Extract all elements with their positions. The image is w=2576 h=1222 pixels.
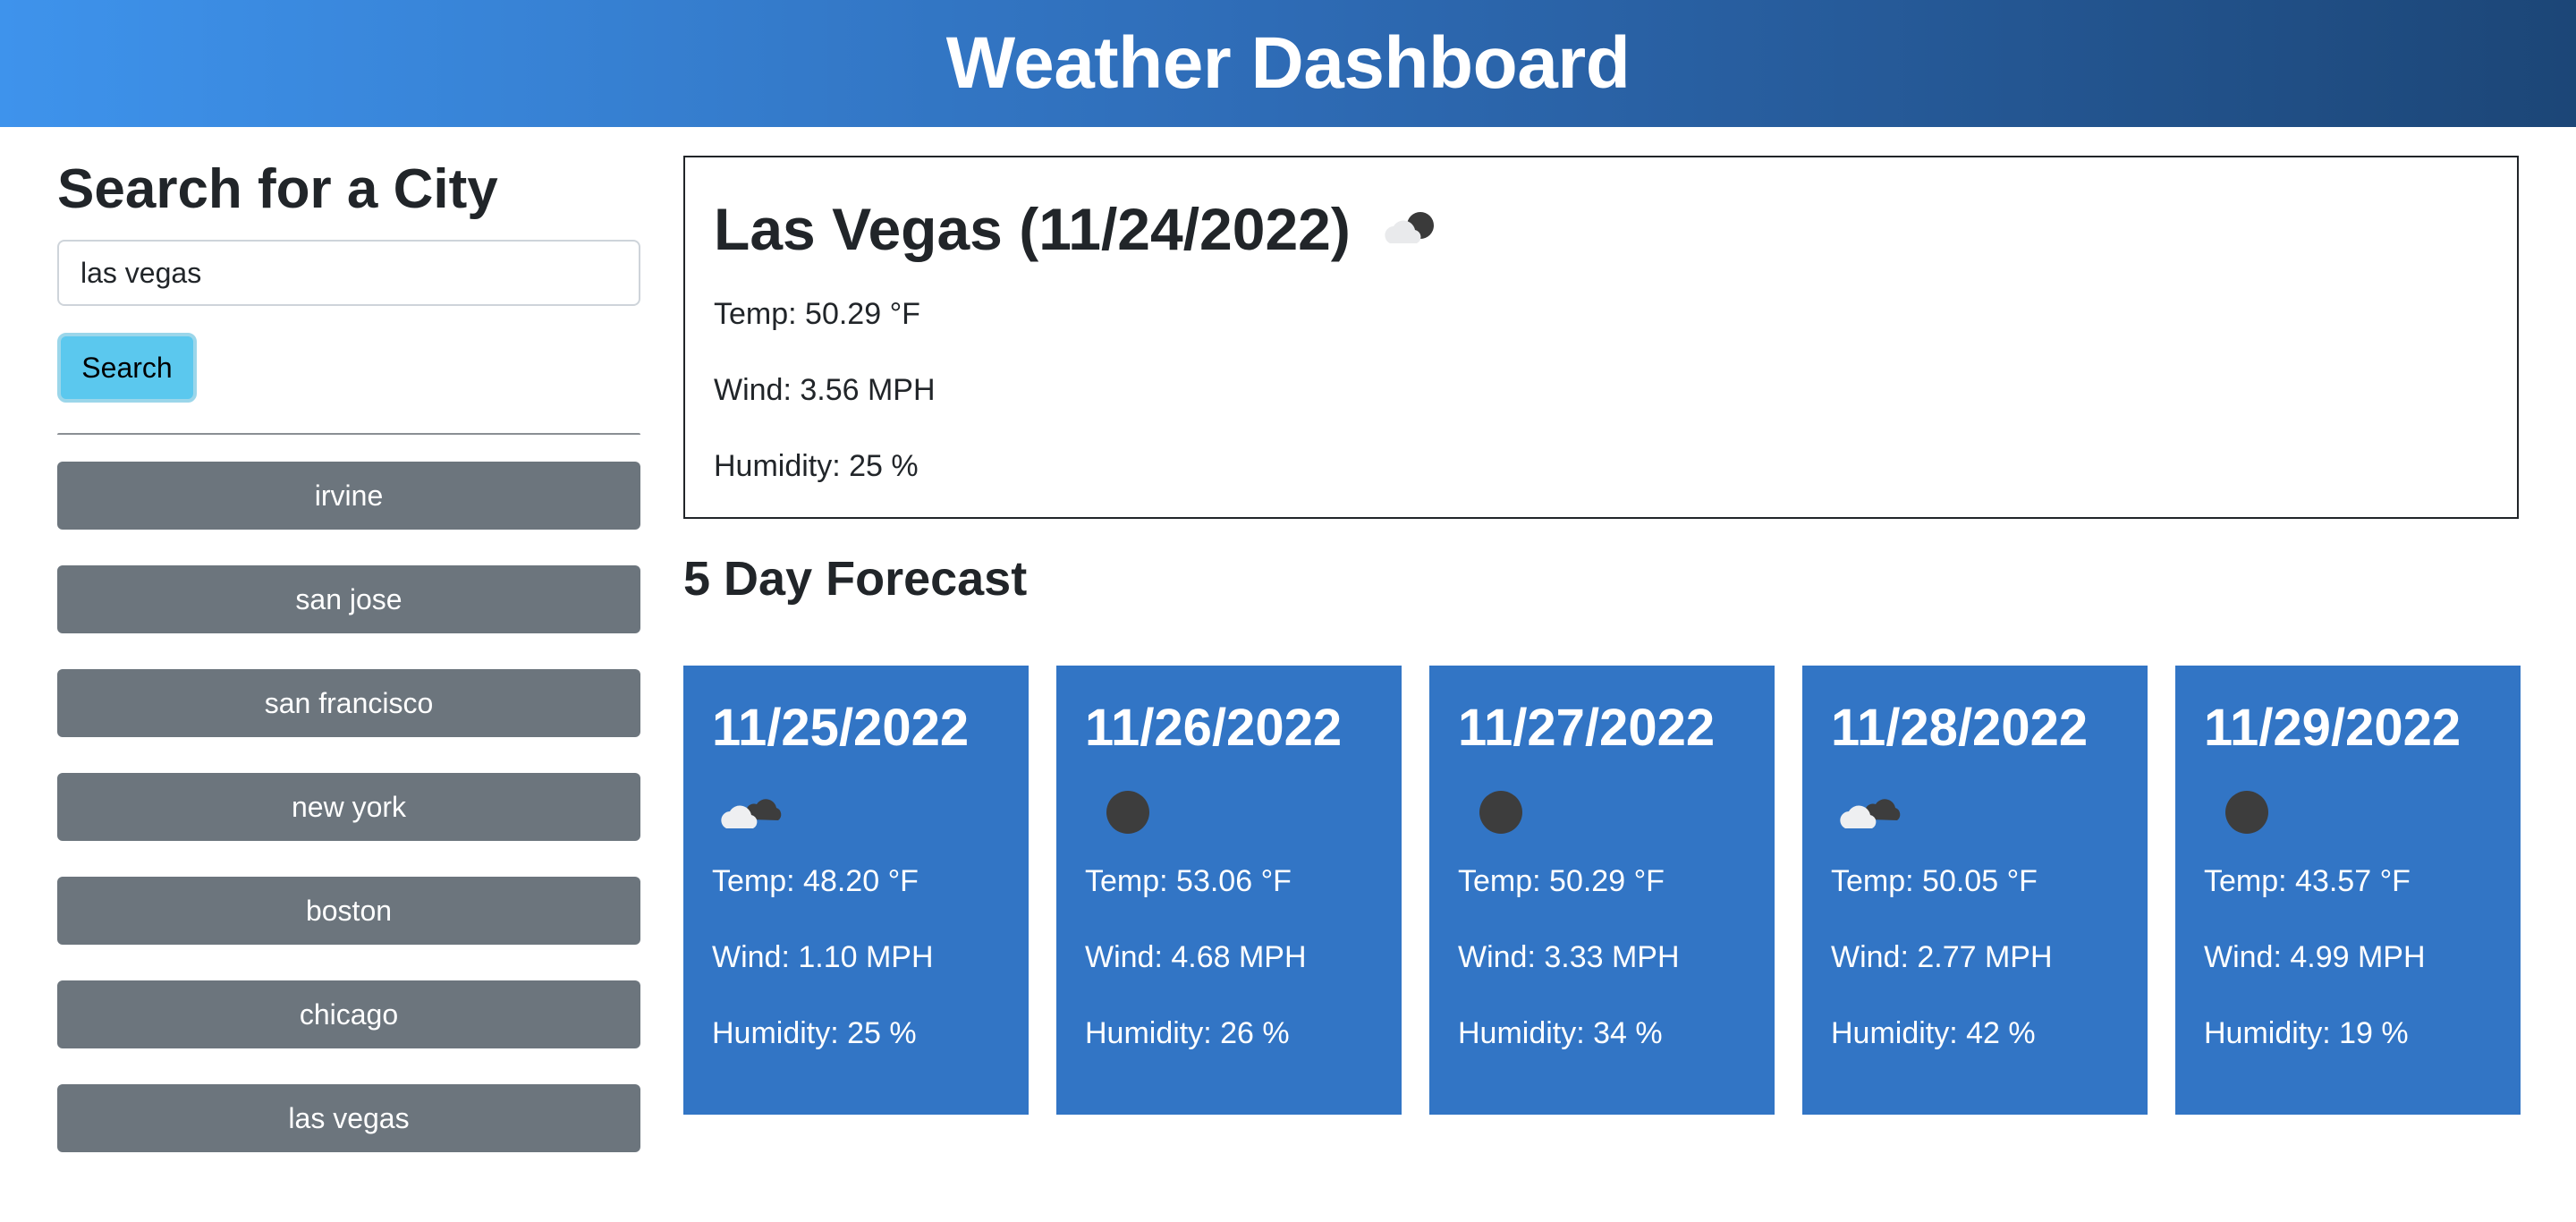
history-button-san-francisco[interactable]: san francisco xyxy=(57,669,640,737)
forecast-title: 5 Day Forecast xyxy=(683,552,1028,606)
forecast-wind: Wind: 4.99 MPH xyxy=(2204,940,2426,974)
search-title: Search for a City xyxy=(57,158,498,220)
forecast-date: 11/28/2022 xyxy=(1831,699,2089,757)
history-button-san-jose[interactable]: san jose xyxy=(57,565,640,633)
forecast-wind: Wind: 3.33 MPH xyxy=(1458,940,1680,974)
broken-clouds-icon xyxy=(1840,799,1901,828)
forecast-date: 11/25/2022 xyxy=(712,699,970,757)
current-humidity: Humidity: 25 % xyxy=(714,449,919,483)
current-temp: Temp: 50.29 °F xyxy=(714,297,920,331)
forecast-card: 11/25/2022 Temp: 48.20 °F Wind: 1.10 MPH… xyxy=(683,666,1029,1115)
current-title-row: Las Vegas (11/24/2022) xyxy=(714,195,1444,263)
page-title: Weather Dashboard xyxy=(945,22,1631,104)
forecast-temp: Temp: 50.29 °F xyxy=(1458,864,1665,898)
current-wind: Wind: 3.56 MPH xyxy=(714,373,936,407)
search-button[interactable]: Search xyxy=(57,333,197,403)
history-button-chicago[interactable]: chicago xyxy=(57,980,640,1048)
clear-night-icon xyxy=(1106,791,1149,834)
history-button-new-york[interactable]: new york xyxy=(57,773,640,841)
broken-clouds-icon xyxy=(721,799,782,828)
forecast-temp: Temp: 43.57 °F xyxy=(2204,864,2411,898)
forecast-card: 11/27/2022 Temp: 50.29 °F Wind: 3.33 MPH… xyxy=(1429,666,1775,1115)
city-search-input[interactable] xyxy=(57,240,640,306)
forecast-wind: Wind: 4.68 MPH xyxy=(1085,940,1307,974)
search-history-list: irvine san jose san francisco new york b… xyxy=(57,462,640,1188)
forecast-humidity: Humidity: 34 % xyxy=(1458,1016,1663,1050)
divider xyxy=(57,433,640,435)
forecast-temp: Temp: 53.06 °F xyxy=(1085,864,1292,898)
forecast-wind: Wind: 1.10 MPH xyxy=(712,940,934,974)
history-button-irvine[interactable]: irvine xyxy=(57,462,640,530)
forecast-humidity: Humidity: 19 % xyxy=(2204,1016,2409,1050)
clear-night-icon xyxy=(2225,791,2268,834)
forecast-date: 11/29/2022 xyxy=(2204,699,2462,757)
header: Weather Dashboard xyxy=(0,0,2576,127)
current-weather-card: Las Vegas (11/24/2022) Temp: 50.29 °F Wi… xyxy=(683,156,2519,519)
history-button-boston[interactable]: boston xyxy=(57,877,640,945)
forecast-date: 11/27/2022 xyxy=(1458,699,1716,757)
forecast-humidity: Humidity: 26 % xyxy=(1085,1016,1290,1050)
history-button-las-vegas[interactable]: las vegas xyxy=(57,1084,640,1152)
forecast-card: 11/26/2022 Temp: 53.06 °F Wind: 4.68 MPH… xyxy=(1056,666,1402,1115)
forecast-card: 11/28/2022 Temp: 50.05 °F Wind: 2.77 MPH… xyxy=(1802,666,2148,1115)
forecast-humidity: Humidity: 25 % xyxy=(712,1016,917,1050)
forecast-temp: Temp: 50.05 °F xyxy=(1831,864,2038,898)
forecast-temp: Temp: 48.20 °F xyxy=(712,864,919,898)
forecast-card: 11/29/2022 Temp: 43.57 °F Wind: 4.99 MPH… xyxy=(2175,666,2521,1115)
partly-cloudy-night-icon xyxy=(1385,212,1434,243)
clear-night-icon xyxy=(1479,791,1522,834)
current-city-title: Las Vegas (11/24/2022) xyxy=(714,196,1351,262)
forecast-date: 11/26/2022 xyxy=(1085,699,1343,757)
forecast-wind: Wind: 2.77 MPH xyxy=(1831,940,2053,974)
forecast-humidity: Humidity: 42 % xyxy=(1831,1016,2036,1050)
